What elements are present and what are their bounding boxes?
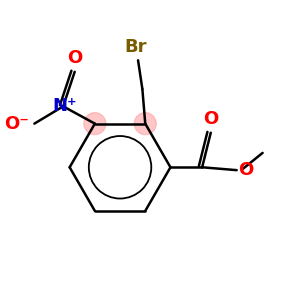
Text: O: O xyxy=(203,110,218,128)
Text: O: O xyxy=(67,49,82,67)
Text: O: O xyxy=(238,161,254,179)
Text: N⁺: N⁺ xyxy=(52,98,77,116)
Text: O⁻: O⁻ xyxy=(4,115,29,133)
Circle shape xyxy=(84,113,106,135)
Circle shape xyxy=(134,113,156,135)
Text: Br: Br xyxy=(124,38,147,56)
